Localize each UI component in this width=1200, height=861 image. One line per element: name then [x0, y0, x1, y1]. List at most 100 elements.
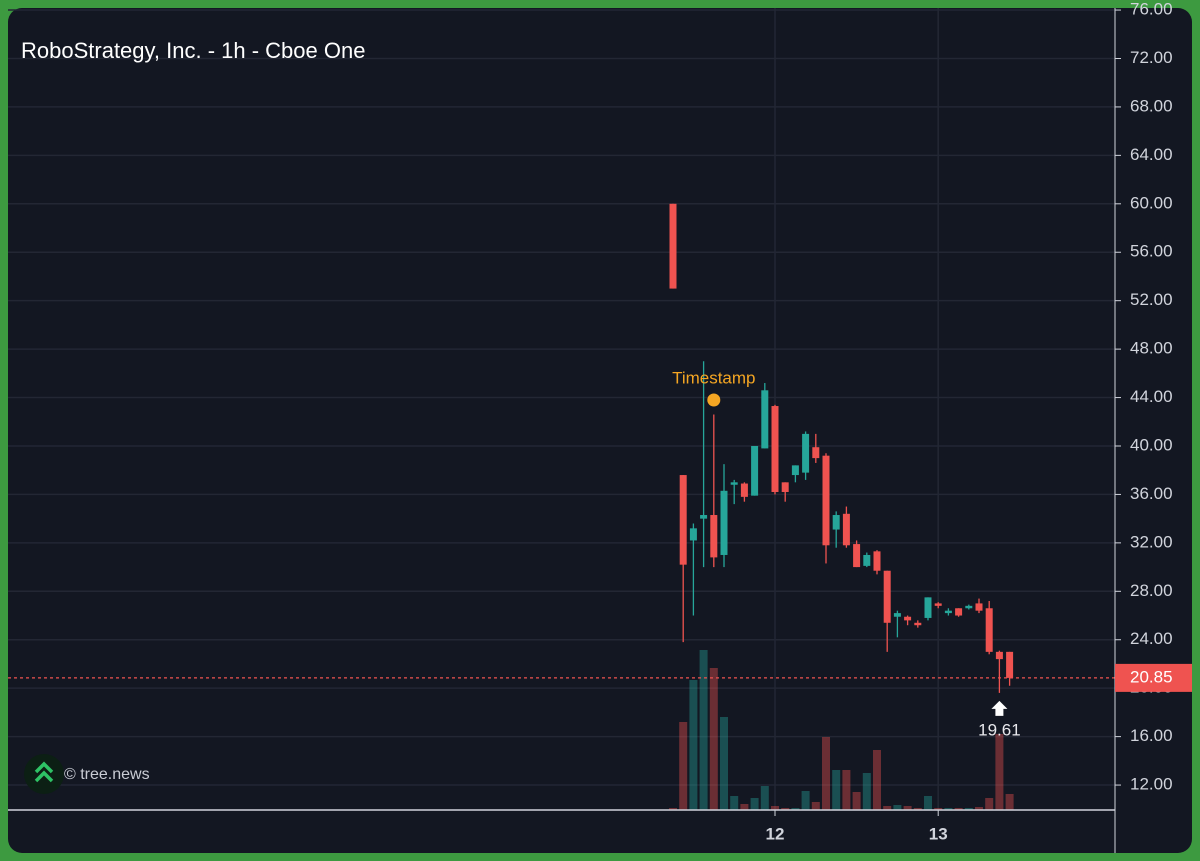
low-arrow	[991, 700, 1008, 716]
axes: 12.0016.0020.0024.0028.0032.0036.0040.00…	[766, 0, 1192, 843]
candle-body	[669, 203, 677, 289]
last-price-label: 20.85	[1130, 667, 1173, 686]
volume-bar	[975, 807, 983, 810]
candle-body	[1006, 651, 1014, 678]
y-tick-label: 64.00	[1130, 145, 1173, 164]
y-tick-label: 60.00	[1130, 193, 1173, 212]
candle-body	[863, 554, 871, 566]
volume-bar	[964, 808, 973, 810]
volume-bar	[883, 806, 892, 810]
last-price-box	[1115, 663, 1192, 692]
y-tick-label: 52.00	[1130, 290, 1173, 309]
volume-bar	[730, 796, 739, 810]
candle-body	[730, 482, 738, 485]
volume-bar	[852, 792, 861, 810]
volume-bar	[750, 798, 759, 810]
candle-body	[832, 515, 840, 530]
y-tick-label: 16.00	[1130, 726, 1173, 745]
candle-body	[751, 445, 759, 496]
y-tick-label: 40.00	[1130, 435, 1173, 454]
candle-body	[740, 483, 748, 497]
candle-body	[781, 482, 789, 493]
y-tick-label: 36.00	[1130, 484, 1173, 503]
x-tick-label: 12	[766, 824, 785, 843]
chart-title: RoboStrategy, Inc. - 1h - Cboe One	[21, 38, 365, 63]
volume-bar	[842, 770, 851, 810]
annotation-dot	[707, 393, 721, 407]
volume-bar	[954, 808, 963, 810]
volume-bar	[893, 805, 902, 810]
volume-bar	[801, 791, 810, 810]
low-label: 19.61	[978, 720, 1021, 739]
volume-bar	[934, 808, 943, 810]
volume-bar	[822, 737, 830, 810]
y-tick-label: 28.00	[1130, 581, 1173, 600]
volume-bar	[924, 796, 932, 810]
y-tick-label: 32.00	[1130, 532, 1173, 551]
y-tick-label: 48.00	[1130, 339, 1173, 358]
volume-bar	[689, 680, 698, 810]
volume-bar	[699, 650, 708, 810]
candle-body	[934, 603, 942, 606]
volume-bar	[791, 808, 800, 810]
volume-bar	[873, 750, 881, 810]
volume-bar	[771, 806, 779, 810]
candle-body	[842, 513, 850, 546]
y-tick-label: 24.00	[1130, 629, 1173, 648]
volume-bar	[679, 722, 688, 810]
candle-body	[944, 610, 952, 614]
volume-bar	[709, 668, 718, 810]
volume-bar	[832, 770, 841, 810]
candle-body	[975, 603, 983, 611]
watermark: © tree.news	[64, 766, 150, 783]
volume-bar	[985, 798, 994, 810]
candle-body	[771, 406, 779, 493]
candle-body	[873, 551, 881, 571]
candle-body	[710, 515, 718, 558]
y-tick-label: 56.00	[1130, 242, 1173, 261]
volume-bar	[811, 802, 820, 810]
y-tick-label: 44.00	[1130, 387, 1173, 406]
candle-body	[802, 433, 810, 473]
candle-body	[893, 613, 901, 617]
x-tick-label: 13	[929, 824, 948, 843]
volume-bar	[913, 808, 922, 810]
y-tick-label: 72.00	[1130, 48, 1173, 67]
candle-body	[995, 651, 1003, 660]
panel	[8, 8, 1192, 853]
logo-mark	[34, 761, 54, 783]
candle-body	[904, 616, 912, 621]
candle-body	[822, 455, 830, 546]
candle-body	[985, 608, 993, 652]
y-tick-label: 12.00	[1130, 775, 1173, 794]
grid	[8, 8, 1115, 810]
volume-bar	[995, 734, 1004, 810]
candle-body	[791, 465, 799, 476]
candle-body	[853, 544, 861, 568]
candle-body	[924, 597, 932, 618]
candle-body	[761, 390, 769, 449]
candle-body	[883, 570, 891, 623]
y-tick-label: 68.00	[1130, 96, 1173, 115]
volume-bar	[944, 808, 953, 810]
volume-bar	[740, 804, 749, 810]
candle-body	[679, 475, 687, 565]
annotation-label: Timestamp	[672, 368, 755, 387]
plot: 19.61 Timestamp	[8, 203, 1115, 739]
volume-bar	[1005, 794, 1014, 810]
candle-body	[965, 605, 973, 609]
volume-bar	[781, 808, 790, 810]
candle-body	[720, 490, 728, 555]
candle-body	[955, 608, 963, 616]
volume-bar	[862, 773, 871, 810]
volume-bar	[720, 717, 728, 810]
candle-body	[812, 447, 820, 459]
candle-body	[914, 622, 922, 626]
candle-body	[689, 528, 697, 541]
candle-body	[700, 515, 708, 519]
y-tick-label: 76.00	[1130, 0, 1173, 19]
volume-bar	[760, 786, 769, 810]
volume-bar	[903, 806, 912, 810]
volume-bar	[669, 808, 677, 810]
